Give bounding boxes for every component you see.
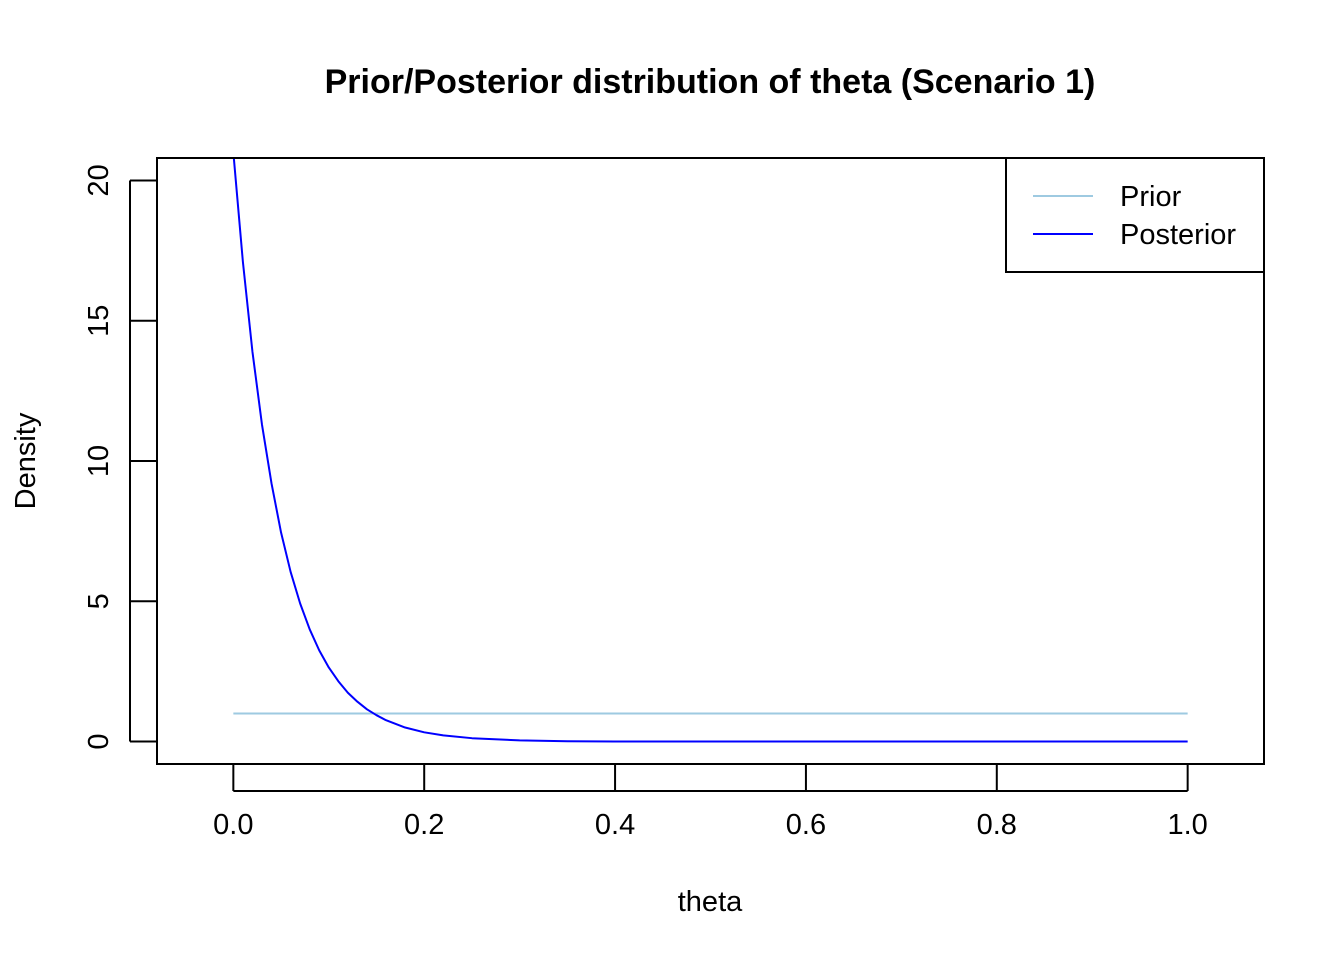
x-tick-label: 0.6 <box>786 809 826 841</box>
legend-label-posterior: Posterior <box>1120 219 1236 251</box>
x-tick-label: 0.4 <box>595 809 635 841</box>
series-line-posterior <box>232 158 1188 743</box>
legend-label-prior: Prior <box>1120 181 1182 213</box>
series-layer <box>232 158 1188 743</box>
x-tick-label: 1.0 <box>1167 809 1207 841</box>
y-tick-label: 15 <box>83 305 115 337</box>
y-axis: 0 5 10 15 20 <box>83 164 156 750</box>
plot-frame <box>156 157 1265 765</box>
legend-box <box>1005 157 1265 273</box>
y-axis-title: Density <box>10 412 42 509</box>
y-tick-label: 0 <box>83 733 115 749</box>
y-tick-label: 10 <box>83 445 115 477</box>
y-tick-label: 20 <box>83 164 115 196</box>
x-tick-label: 0.8 <box>977 809 1017 841</box>
x-axis-title: theta <box>678 886 743 918</box>
y-tick-label: 5 <box>83 593 115 609</box>
chart-title: Prior/Posterior distribution of theta (S… <box>325 63 1096 101</box>
x-tick-label: 0.0 <box>213 809 253 841</box>
x-tick-label: 0.2 <box>404 809 444 841</box>
x-axis: 0.0 0.2 0.4 0.6 0.8 1.0 <box>213 765 1208 841</box>
legend: Prior Posterior <box>1005 157 1265 273</box>
